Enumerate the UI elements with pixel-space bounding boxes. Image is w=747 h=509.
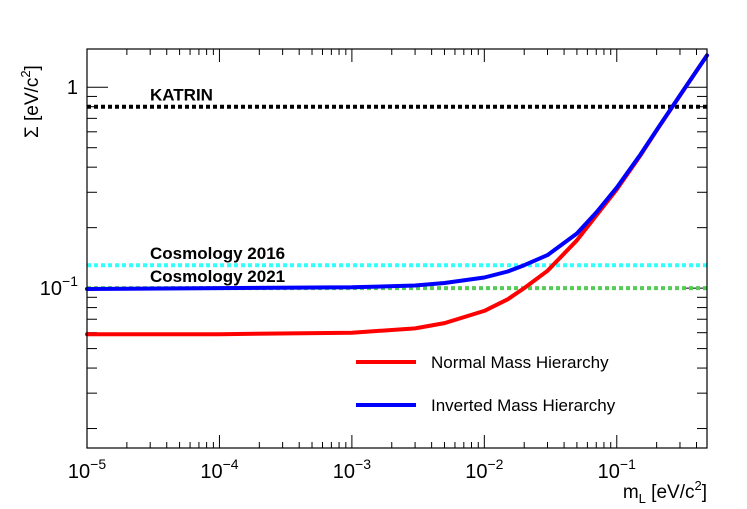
x-axis-title: mL [eV/c2] — [623, 478, 707, 506]
x-tick-label: 10−3 — [333, 456, 371, 483]
y-axis-title-end: ] — [22, 65, 43, 70]
y-tick-label-base: 1 — [67, 77, 78, 99]
x-tick-label: 10−4 — [200, 456, 238, 483]
legend: Normal Mass Hierarchy Inverted Mass Hiera… — [356, 353, 616, 415]
x-tick-label-base: 10 — [465, 461, 487, 483]
x-tick-label-base: 10 — [200, 461, 222, 483]
y-axis-title-sup: 2 — [18, 70, 33, 77]
reference-line-label: Cosmology 2021 — [150, 267, 285, 286]
x-tick-label-exponent: −1 — [620, 456, 636, 472]
y-tick-label: 10−1 — [40, 273, 78, 300]
series-line — [85, 53, 709, 291]
x-tick-label: 10−5 — [68, 456, 106, 483]
x-tick-label-exponent: −5 — [90, 456, 106, 472]
reference-line-label: KATRIN — [150, 86, 213, 105]
x-axis-title-main: m — [623, 482, 639, 503]
x-tick-label-exponent: −3 — [355, 456, 371, 472]
x-tick-label: 10−1 — [598, 456, 636, 483]
x-tick-label-base: 10 — [598, 461, 620, 483]
x-tick-label-exponent: −4 — [223, 456, 239, 472]
plot-frame — [86, 48, 708, 449]
x-tick-label-exponent: −2 — [487, 456, 503, 472]
x-tick-label-base: 10 — [68, 461, 90, 483]
reference-line-labels: KATRIN Cosmology 2016 Cosmology 2021 — [150, 86, 285, 286]
reference-line-label: Cosmology 2016 — [150, 244, 285, 263]
y-axis-title-main: Σ [eV/c — [22, 78, 43, 138]
x-axis-title-end: ] — [702, 482, 707, 503]
legend-label: Inverted Mass Hierarchy — [431, 396, 616, 415]
x-axis-title-sup: 2 — [694, 478, 701, 493]
y-axis-title: Σ [eV/c2] — [18, 65, 43, 138]
y-tick-label-exponent: −1 — [62, 273, 78, 289]
x-tick-label-base: 10 — [333, 461, 355, 483]
tick-labels: 10−5 10−4 10−3 10−2 10−110−11 — [40, 77, 636, 483]
reference-lines — [87, 104, 707, 291]
curves — [85, 53, 709, 337]
y-tick-label: 1 — [67, 77, 78, 99]
x-tick-label: 10−2 — [465, 456, 503, 483]
legend-label: Normal Mass Hierarchy — [431, 353, 609, 372]
x-axis-title-sub: L — [639, 491, 646, 506]
minor-ticks — [87, 49, 707, 448]
x-axis-title-rest: [eV/c — [646, 482, 695, 503]
y-tick-label-base: 10 — [40, 278, 62, 300]
